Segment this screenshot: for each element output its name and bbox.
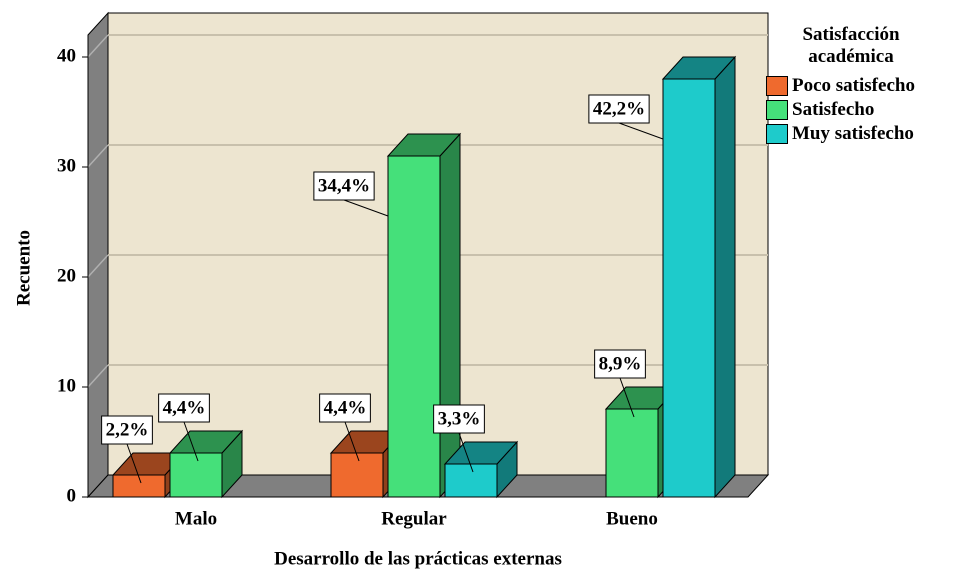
legend-label: Muy satisfecho (792, 123, 914, 144)
data-label: 2,2% (106, 419, 149, 440)
grid-line (87, 254, 109, 278)
label-box (158, 393, 210, 423)
legend-item: Muy satisfecho (766, 122, 956, 146)
label-box (588, 94, 650, 124)
y-tick-label: 10 (57, 375, 76, 396)
data-label: 4,4% (324, 397, 367, 418)
bar-front (605, 408, 659, 498)
bar-front (387, 155, 441, 498)
y-axis-label: Recuento (13, 230, 34, 306)
legend-swatch (766, 100, 788, 120)
legend-item: Poco satisfecho (766, 74, 956, 98)
bar-front (662, 78, 716, 498)
leader-line (126, 443, 142, 484)
data-label: 8,9% (599, 353, 642, 374)
bar (661, 55, 737, 499)
legend-item: Satisfecho (766, 98, 956, 122)
legend-swatch (766, 124, 788, 144)
legend-title: Satisfacción académica (802, 24, 900, 67)
y-tick-label: 30 (57, 155, 76, 176)
bar (443, 440, 519, 499)
leader-line (344, 421, 360, 462)
y-tick-label: 20 (57, 265, 76, 286)
x-tick-label: Bueno (606, 508, 658, 529)
bar-front (330, 452, 384, 498)
bar (168, 429, 244, 499)
grid-line (87, 34, 109, 58)
y-tick-label: 0 (67, 485, 77, 506)
label-box (313, 171, 375, 201)
label-box (319, 393, 371, 423)
bar-front (112, 474, 166, 498)
legend-label: Satisfecho (792, 99, 875, 120)
leader-line (458, 432, 474, 473)
legend-label: Poco satisfecho (792, 75, 915, 96)
data-label: 4,4% (163, 397, 206, 418)
x-axis-label: Desarrollo de las prácticas externas (274, 548, 562, 569)
leader-line (618, 122, 664, 140)
data-label: 3,3% (438, 408, 481, 429)
legend-swatch (766, 76, 788, 96)
leader-line (343, 199, 389, 217)
x-tick-label: Malo (175, 508, 217, 529)
data-label: 42,2% (593, 98, 645, 119)
legend: Satisfacción académica Poco satisfecho Sa… (766, 24, 956, 146)
data-label: 34,4% (318, 175, 370, 196)
bar (386, 132, 462, 499)
grid-line (87, 144, 109, 168)
leader-line (183, 421, 199, 462)
bar-front (169, 452, 223, 498)
grid-line (87, 364, 109, 388)
leader-line (619, 377, 635, 418)
label-box (101, 415, 153, 445)
label-box (594, 349, 646, 379)
bar-side (714, 55, 736, 499)
x-tick-label: Regular (381, 508, 447, 529)
label-box (433, 404, 485, 434)
bar-front (444, 463, 498, 498)
y-tick-label: 40 (57, 45, 76, 66)
bar-side (439, 132, 461, 499)
